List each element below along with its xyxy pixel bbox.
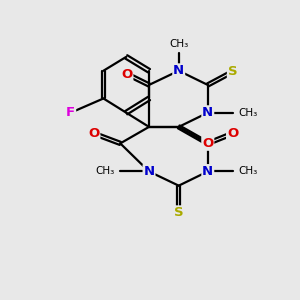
Text: N: N [143, 165, 155, 178]
Text: S: S [228, 65, 237, 78]
Text: O: O [88, 127, 100, 140]
Text: CH₃: CH₃ [96, 167, 115, 176]
Text: N: N [173, 64, 184, 77]
Text: N: N [202, 106, 213, 119]
Text: O: O [227, 127, 238, 140]
Text: CH₃: CH₃ [238, 167, 257, 176]
Text: N: N [202, 165, 213, 178]
Text: O: O [202, 137, 213, 150]
Text: S: S [174, 206, 184, 219]
Text: O: O [121, 68, 133, 80]
Text: CH₃: CH₃ [238, 108, 257, 118]
Text: CH₃: CH₃ [169, 39, 188, 49]
Text: F: F [66, 106, 75, 119]
